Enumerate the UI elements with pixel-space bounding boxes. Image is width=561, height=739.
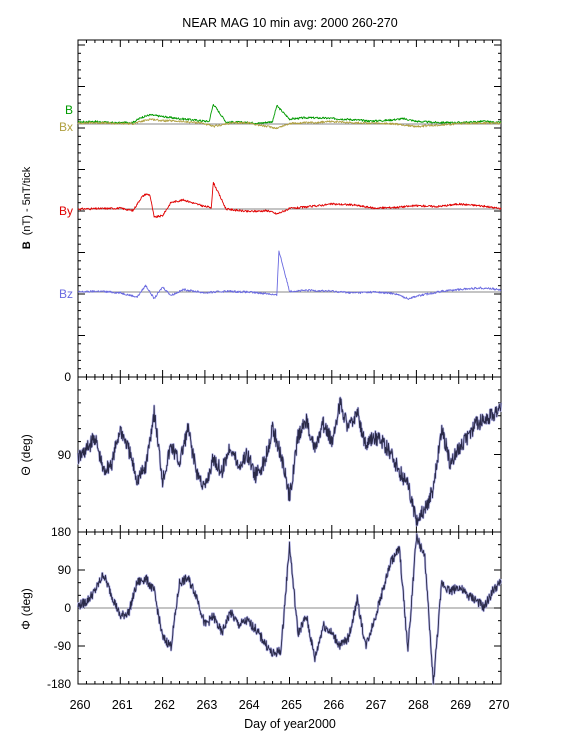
x-tick-labels: 260 261 262 263 264 265 266 267 268 269 … (70, 698, 510, 712)
chart-title: NEAR MAG 10 min avg: 2000 260-270 (182, 16, 397, 30)
ytick-b-0: 0 (64, 370, 71, 384)
series-phi-halo (76, 532, 503, 686)
xtick-label: 266 (323, 698, 344, 712)
panel-theta-ylabel-rest: (deg) (19, 434, 33, 462)
panel-theta-ylabel: Θ (deg) (19, 434, 33, 475)
xtick-label: 269 (450, 698, 471, 712)
label-bx: Bx (59, 120, 73, 134)
panel-phi-ylabel: Φ (deg) (19, 588, 33, 630)
ytick-phi-0: 0 (64, 601, 71, 615)
series-b-bx (77, 118, 502, 130)
panel-phi-ylabel-bold: Φ (19, 620, 33, 630)
ytick-theta-90: 90 (58, 448, 72, 462)
label-by: By (59, 204, 73, 218)
panel-theta-ylabel-bold: Θ (19, 466, 33, 475)
series-b-by (77, 181, 502, 219)
ytick-phi-neg180: -180 (47, 677, 71, 691)
series-b-bz (77, 250, 502, 300)
xtick-label: 265 (281, 698, 302, 712)
ytick-theta-180: 180 (51, 525, 71, 539)
series-theta (77, 397, 502, 526)
series-layer (76, 103, 503, 686)
b-baselines (78, 123, 501, 609)
series-b-b (77, 103, 502, 125)
label-bz: Bz (59, 287, 73, 301)
xtick-label: 262 (154, 698, 175, 712)
ytick-phi-90: 90 (58, 563, 72, 577)
panel-b-ylabel: B (nT) - 5nT/tick (21, 166, 33, 249)
xtick-label: 268 (408, 698, 429, 712)
xtick-label: 260 (70, 698, 91, 712)
panel-phi-ylabel-rest: (deg) (19, 588, 33, 616)
xtick-label: 263 (196, 698, 217, 712)
xtick-label: 270 (489, 698, 510, 712)
label-b: B (65, 103, 73, 117)
xtick-label: 264 (239, 698, 260, 712)
panel-b-ylabel-bold: B (21, 241, 33, 249)
series-phi (77, 533, 502, 685)
xtick-label: 267 (366, 698, 387, 712)
xtick-label: 261 (112, 698, 133, 712)
ytick-phi-neg90: -90 (54, 639, 72, 653)
x-axis-label: Day of year2000 (244, 717, 336, 731)
axis-ticks (77, 40, 502, 685)
panel-b-ylabel-rest: (nT) - 5nT/tick (21, 166, 33, 235)
